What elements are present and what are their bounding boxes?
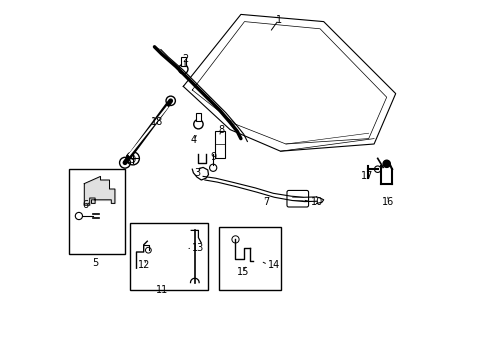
Text: 15: 15: [237, 267, 249, 277]
Text: 12: 12: [137, 260, 150, 270]
Text: 2: 2: [182, 54, 188, 64]
Text: 19: 19: [125, 155, 137, 165]
Bar: [181, 57, 185, 66]
Text: 13: 13: [192, 243, 204, 253]
Text: 17: 17: [360, 171, 372, 181]
Text: 16: 16: [382, 197, 394, 207]
Circle shape: [382, 160, 389, 167]
Text: 7: 7: [263, 197, 269, 207]
Text: 4: 4: [190, 135, 196, 145]
Text: 3: 3: [194, 168, 201, 178]
Text: 6: 6: [82, 200, 88, 210]
Bar: [219, 227, 280, 290]
Text: 10: 10: [310, 197, 323, 207]
Bar: [69, 169, 125, 254]
Text: 11: 11: [155, 285, 167, 295]
Text: 8: 8: [218, 125, 224, 135]
Text: 18: 18: [151, 117, 163, 127]
Bar: [196, 113, 201, 121]
Text: 14: 14: [267, 260, 280, 270]
Text: 5: 5: [92, 258, 98, 268]
Text: 1: 1: [275, 15, 281, 25]
Text: 9: 9: [210, 152, 216, 162]
FancyBboxPatch shape: [286, 190, 308, 207]
Bar: [130, 223, 208, 290]
Bar: [215, 131, 224, 158]
Polygon shape: [84, 176, 115, 205]
